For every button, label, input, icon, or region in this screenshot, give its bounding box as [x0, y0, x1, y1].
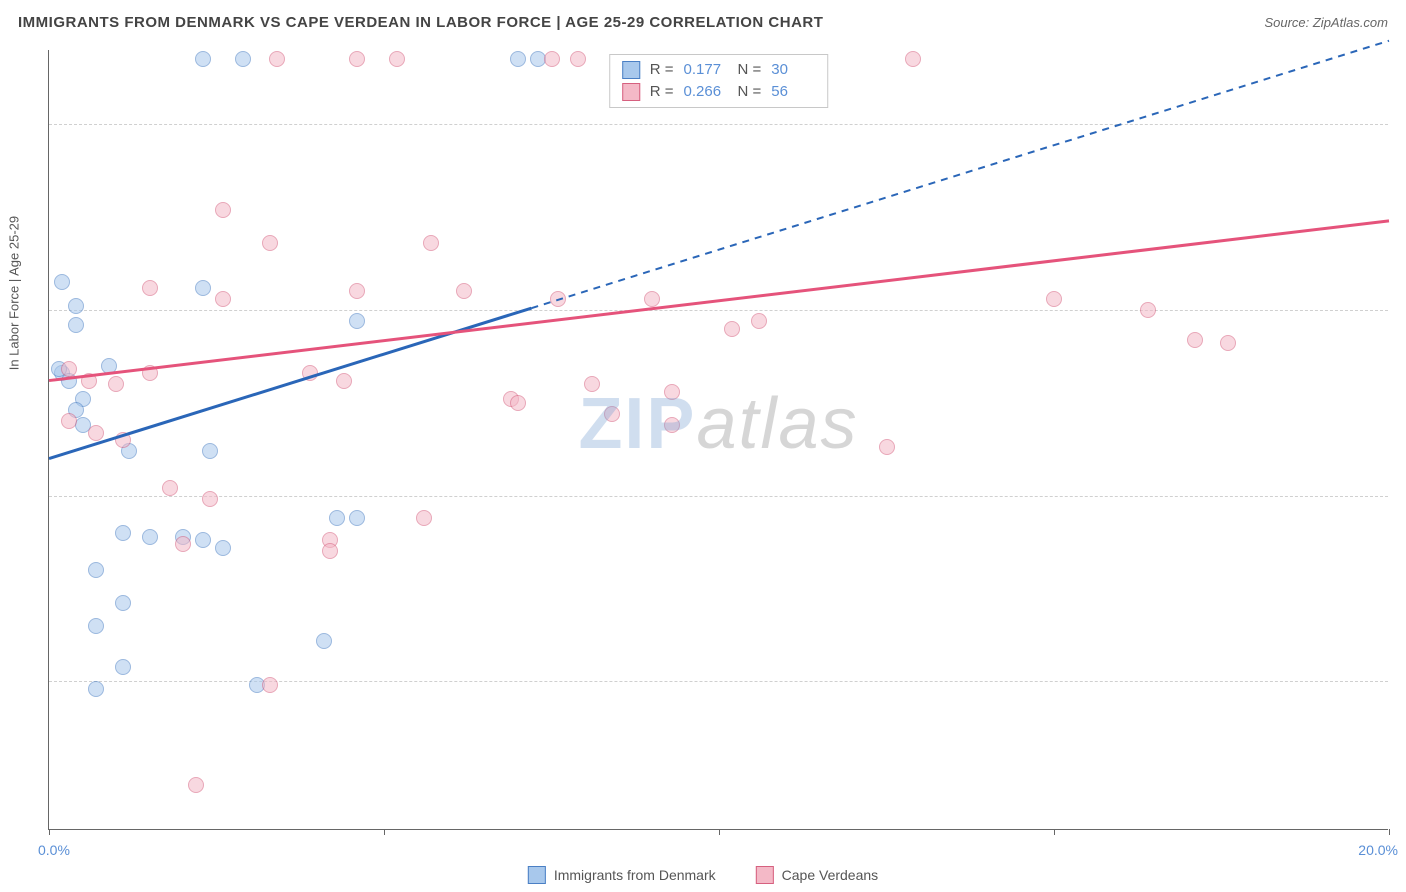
data-point [349, 283, 365, 299]
gridline [49, 496, 1388, 497]
legend-swatch [756, 866, 774, 884]
data-point [322, 543, 338, 559]
x-tick-max: 20.0% [1358, 842, 1398, 858]
title-bar: IMMIGRANTS FROM DENMARK VS CAPE VERDEAN … [0, 0, 1406, 44]
data-point [215, 291, 231, 307]
legend-item: Cape Verdeans [756, 866, 879, 884]
data-point [108, 376, 124, 392]
data-point [724, 321, 740, 337]
data-point [88, 618, 104, 634]
data-point [510, 395, 526, 411]
data-point [195, 280, 211, 296]
x-axis-labels: 0.0% 20.0% [48, 842, 1388, 862]
legend-swatch [622, 61, 640, 79]
data-point [142, 280, 158, 296]
data-point [269, 51, 285, 67]
data-point [316, 633, 332, 649]
data-point [88, 681, 104, 697]
x-tick-min: 0.0% [38, 842, 70, 858]
data-point [262, 677, 278, 693]
data-point [142, 529, 158, 545]
data-point [115, 659, 131, 675]
y-tick-label: 100.0% [1398, 116, 1406, 132]
data-point [215, 202, 231, 218]
data-point [389, 51, 405, 67]
data-point [416, 510, 432, 526]
data-point [570, 51, 586, 67]
data-point [115, 525, 131, 541]
data-point [349, 313, 365, 329]
chart-title: IMMIGRANTS FROM DENMARK VS CAPE VERDEAN … [18, 14, 823, 31]
data-point [664, 417, 680, 433]
data-point [349, 51, 365, 67]
data-point [1046, 291, 1062, 307]
data-point [115, 432, 131, 448]
data-point [115, 595, 131, 611]
stats-legend-box: R =0.177N =30R =0.266N =56 [609, 54, 829, 108]
data-point [68, 298, 84, 314]
legend-swatch [528, 866, 546, 884]
data-point [202, 491, 218, 507]
data-point [456, 283, 472, 299]
data-point [1140, 302, 1156, 318]
data-point [544, 51, 560, 67]
plot-area: 70.0%80.0%90.0%100.0% ZIPatlas R =0.177N… [48, 50, 1388, 830]
data-point [81, 373, 97, 389]
gridline [49, 124, 1388, 125]
stats-row: R =0.266N =56 [622, 81, 816, 103]
data-point [235, 51, 251, 67]
bottom-legend: Immigrants from Denmark Cape Verdeans [528, 866, 878, 884]
data-point [101, 358, 117, 374]
y-tick-label: 80.0% [1398, 488, 1406, 504]
x-tick-mark [1054, 829, 1055, 835]
data-point [61, 361, 77, 377]
y-tick-label: 90.0% [1398, 302, 1406, 318]
data-point [905, 51, 921, 67]
y-tick-label: 70.0% [1398, 673, 1406, 689]
data-point [1187, 332, 1203, 348]
legend-swatch [622, 83, 640, 101]
data-point [215, 540, 231, 556]
y-axis-label: In Labor Force | Age 25-29 [7, 216, 22, 370]
data-point [550, 291, 566, 307]
data-point [423, 235, 439, 251]
data-point [604, 406, 620, 422]
data-point [262, 235, 278, 251]
data-point [751, 313, 767, 329]
legend-label: Cape Verdeans [782, 867, 879, 883]
legend-item: Immigrants from Denmark [528, 866, 716, 884]
data-point [175, 536, 191, 552]
data-point [879, 439, 895, 455]
data-point [644, 291, 660, 307]
legend-label: Immigrants from Denmark [554, 867, 716, 883]
data-point [584, 376, 600, 392]
x-tick-mark [384, 829, 385, 835]
x-tick-mark [49, 829, 50, 835]
source-label: Source: ZipAtlas.com [1264, 15, 1388, 30]
data-point [195, 51, 211, 67]
data-point [1220, 335, 1236, 351]
data-point [162, 480, 178, 496]
data-point [195, 532, 211, 548]
data-point [188, 777, 204, 793]
data-point [68, 317, 84, 333]
stats-row: R =0.177N =30 [622, 59, 816, 81]
data-point [329, 510, 345, 526]
data-point [336, 373, 352, 389]
gridline [49, 310, 1388, 311]
data-point [349, 510, 365, 526]
data-point [61, 413, 77, 429]
x-tick-mark [719, 829, 720, 835]
data-point [202, 443, 218, 459]
x-tick-mark [1389, 829, 1390, 835]
data-point [88, 425, 104, 441]
data-point [54, 274, 70, 290]
data-point [302, 365, 318, 381]
data-point [142, 365, 158, 381]
data-point [510, 51, 526, 67]
data-point [88, 562, 104, 578]
data-point [664, 384, 680, 400]
